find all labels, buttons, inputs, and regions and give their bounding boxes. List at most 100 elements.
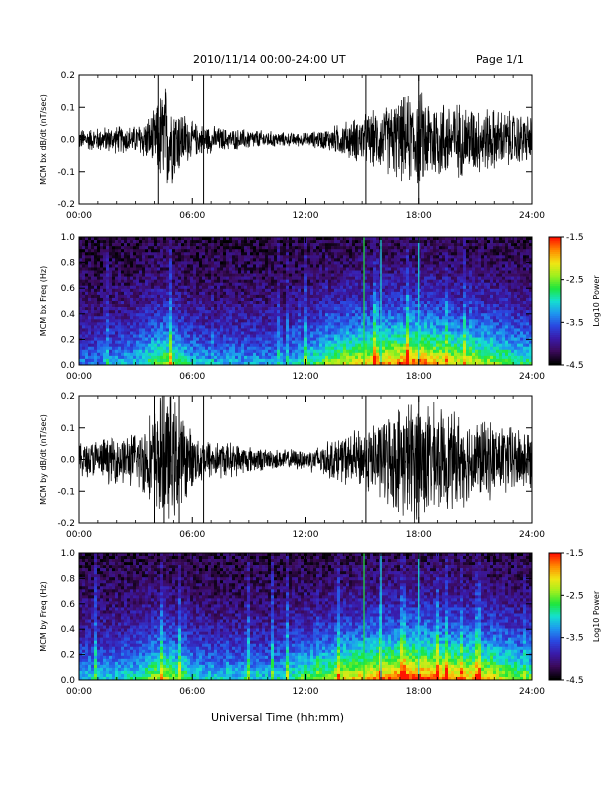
heatmap-cell <box>340 291 344 296</box>
heatmap-cell <box>136 307 140 311</box>
heatmap-cell <box>157 285 161 290</box>
heatmap-cell <box>280 304 284 308</box>
heatmap-cell <box>148 316 152 320</box>
heatmap-cell <box>283 273 287 277</box>
heatmap-cell <box>400 279 404 284</box>
heatmap-cell <box>349 355 353 360</box>
heatmap-cell <box>409 304 413 308</box>
heatmap-cell <box>94 301 98 305</box>
heatmap-cell <box>325 252 329 256</box>
heatmap-cell <box>211 328 215 332</box>
heatmap-cell <box>244 328 248 332</box>
heatmap-cell <box>316 282 320 287</box>
heatmap-cell <box>172 282 176 287</box>
heatmap-cell <box>295 346 299 351</box>
heatmap-cell <box>400 264 404 268</box>
heatmap-cell <box>160 361 164 366</box>
heatmap-cell <box>298 291 302 296</box>
heatmap-cell <box>178 288 182 293</box>
heatmap-cell <box>121 316 125 320</box>
heatmap-cell <box>154 337 158 341</box>
heatmap-cell <box>367 334 371 338</box>
heatmap-cell <box>154 276 158 280</box>
heatmap-cell <box>271 307 275 311</box>
heatmap-cell <box>271 261 275 265</box>
heatmap-cell <box>148 246 152 250</box>
heatmap-cell <box>133 288 137 293</box>
heatmap-cell <box>100 276 104 280</box>
heatmap-cell <box>268 261 272 265</box>
heatmap-cell <box>409 276 413 280</box>
heatmap-cell <box>112 319 116 323</box>
heatmap-cell <box>205 246 209 250</box>
heatmap-cell <box>103 264 107 268</box>
heatmap-cell <box>382 355 386 360</box>
heatmap-cell <box>253 331 257 335</box>
heatmap-cell <box>277 249 281 253</box>
heatmap-cell <box>160 346 164 351</box>
heatmap-cell <box>367 319 371 323</box>
heatmap-cell <box>118 301 122 305</box>
heatmap-cell <box>289 358 293 363</box>
heatmap-cell <box>319 328 323 332</box>
heatmap-cell <box>418 297 422 302</box>
heatmap-cell <box>334 337 338 341</box>
heatmap-cell <box>97 255 101 259</box>
heatmap-cell <box>289 264 293 268</box>
heatmap-cell <box>337 264 341 268</box>
heatmap-cell <box>415 304 419 308</box>
heatmap-cell <box>157 352 161 357</box>
heatmap-cell <box>364 325 368 329</box>
heatmap-cell <box>295 252 299 256</box>
heatmap-cell <box>292 355 296 360</box>
heatmap-cell <box>361 307 365 311</box>
heatmap-cell <box>307 316 311 320</box>
heatmap-cell <box>361 301 365 305</box>
heatmap-cell <box>196 252 200 256</box>
heatmap-cell <box>175 252 179 256</box>
heatmap-cell <box>79 307 83 311</box>
heatmap-cell <box>322 240 326 244</box>
heatmap-cell <box>268 237 272 241</box>
heatmap-cell <box>298 279 302 284</box>
heatmap-cell <box>148 301 152 305</box>
heatmap-cell <box>169 328 173 332</box>
heatmap-cell <box>415 267 419 271</box>
heatmap-cell <box>325 237 329 241</box>
heatmap-cell <box>163 243 167 247</box>
heatmap-cell <box>250 294 254 299</box>
heatmap-cell <box>124 237 128 241</box>
heatmap-cell <box>358 346 362 351</box>
heatmap-cell <box>103 270 107 274</box>
heatmap-cell <box>409 243 413 247</box>
heatmap-cell <box>181 258 185 262</box>
heatmap-cell <box>364 316 368 320</box>
heatmap-cell <box>166 243 170 247</box>
heatmap-cell <box>118 313 122 317</box>
heatmap-cell <box>403 301 407 305</box>
heatmap-cell <box>241 331 245 335</box>
heatmap-cell <box>340 267 344 271</box>
heatmap-cell <box>172 297 176 302</box>
heatmap-cell <box>115 340 119 344</box>
heatmap-cell <box>160 316 164 320</box>
heatmap-cell <box>394 285 398 290</box>
heatmap-cell <box>142 361 146 366</box>
heatmap-cell <box>169 255 173 259</box>
heatmap-cell <box>118 297 122 302</box>
heatmap-cell <box>217 285 221 290</box>
heatmap-cell <box>388 304 392 308</box>
heatmap-cell <box>265 349 269 354</box>
heatmap-cell <box>127 270 131 274</box>
heatmap-cell <box>88 240 92 244</box>
heatmap-cell <box>202 240 206 244</box>
heatmap-cell <box>79 349 83 354</box>
heatmap-cell <box>178 294 182 299</box>
heatmap-cell <box>124 252 128 256</box>
heatmap-cell <box>91 310 95 314</box>
heatmap-cell <box>121 310 125 314</box>
heatmap-cell <box>334 279 338 284</box>
heatmap-cell <box>151 340 155 344</box>
heatmap-cell <box>259 334 263 338</box>
heatmap-cell <box>199 361 203 366</box>
